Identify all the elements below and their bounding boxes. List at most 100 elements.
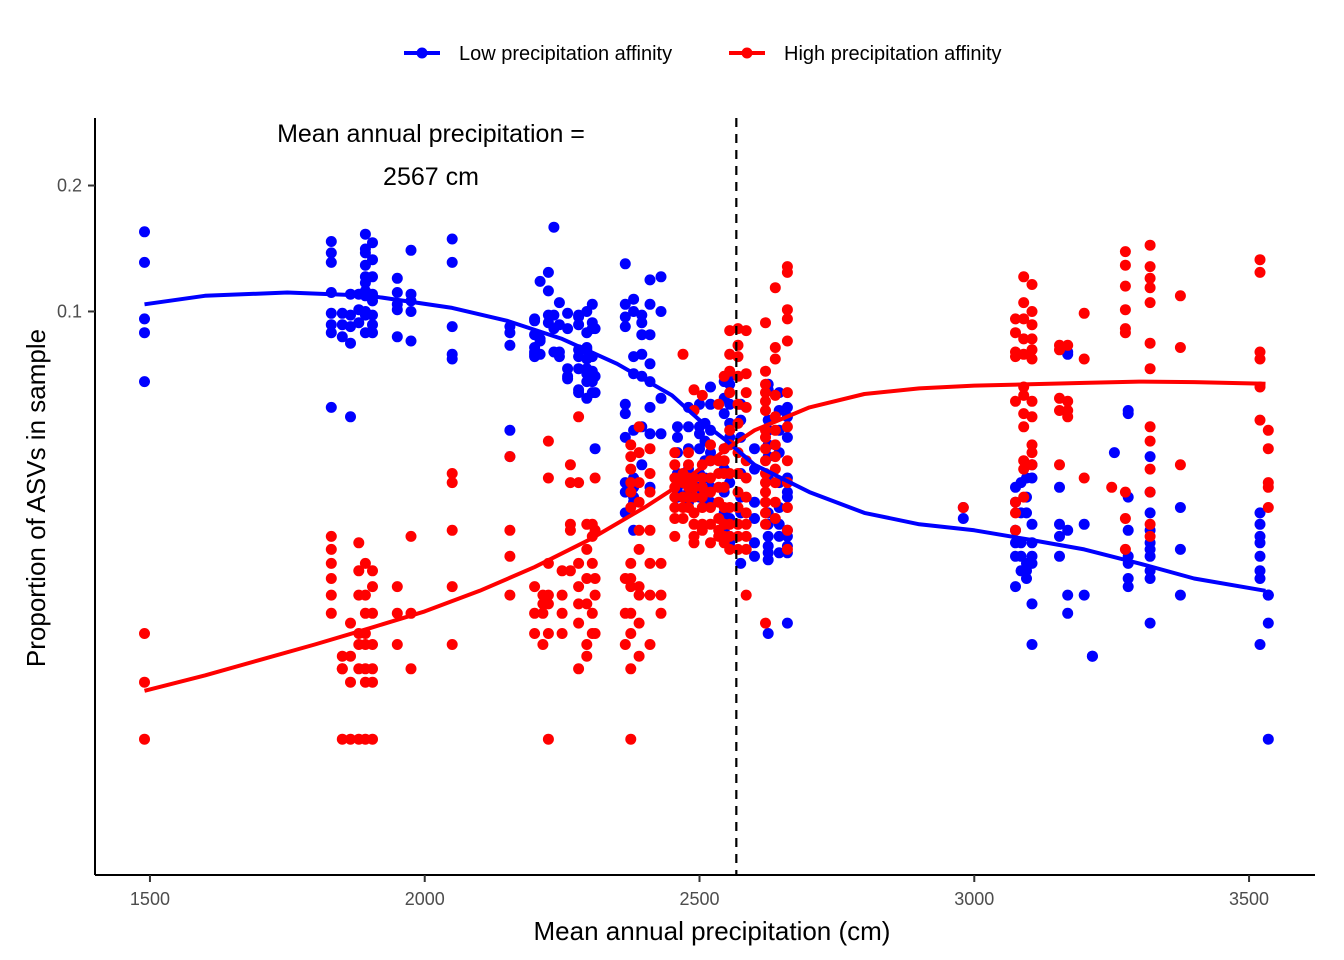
data-point — [586, 607, 598, 619]
data-point — [405, 335, 417, 347]
data-point — [345, 337, 356, 349]
data-point — [688, 481, 700, 493]
data-point — [683, 459, 694, 471]
data-point — [1144, 363, 1156, 375]
data-point — [762, 554, 774, 566]
data-point — [529, 607, 541, 619]
data-point — [1054, 530, 1065, 542]
data-point — [625, 573, 637, 584]
data-point — [732, 351, 744, 363]
data-point — [1054, 550, 1065, 562]
data-point — [325, 256, 337, 268]
data-point — [740, 543, 752, 555]
data-point — [139, 313, 150, 325]
data-point — [325, 530, 337, 542]
data-point — [1018, 313, 1030, 325]
data-point — [1018, 421, 1030, 433]
data-point — [1062, 348, 1074, 360]
data-point — [1026, 598, 1038, 610]
data-point — [564, 459, 576, 471]
data-point — [1144, 573, 1156, 584]
data-point — [446, 639, 458, 650]
data-point — [619, 398, 631, 410]
data-point — [581, 598, 593, 610]
data-point — [391, 304, 403, 316]
data-point — [1254, 639, 1266, 650]
data-point — [625, 663, 637, 675]
annotation-line-1: Mean annual precipitation = — [277, 120, 585, 148]
data-point — [705, 439, 716, 451]
data-point — [405, 306, 417, 317]
data-point — [573, 557, 585, 569]
data-point — [760, 405, 771, 416]
data-point — [724, 424, 736, 436]
data-point — [367, 237, 378, 249]
axes — [94, 118, 1315, 876]
data-point — [781, 335, 793, 347]
data-point — [1026, 518, 1038, 530]
data-point — [781, 543, 793, 555]
data-point — [762, 530, 774, 542]
data-point — [1026, 472, 1038, 484]
data-point — [696, 491, 708, 503]
data-point — [1254, 573, 1266, 584]
data-point — [1021, 573, 1032, 584]
data-point — [696, 524, 708, 536]
data-point — [688, 507, 700, 519]
data-point — [1122, 581, 1134, 593]
y-axis-ticks: 0.2 0.1 — [57, 176, 95, 321]
data-point — [625, 628, 637, 639]
data-point — [1254, 353, 1266, 365]
data-point — [718, 455, 730, 467]
data-point — [1119, 486, 1131, 498]
data-point — [760, 477, 771, 489]
data-point — [677, 348, 689, 360]
x-axis-ticks: 1500 2000 2500 3000 3500 — [130, 875, 1269, 909]
data-point — [633, 421, 645, 433]
data-point — [367, 607, 378, 619]
data-point — [1026, 319, 1038, 331]
data-point — [760, 378, 771, 390]
x-tick-label: 3500 — [1229, 889, 1269, 909]
data-point — [705, 537, 716, 549]
data-point — [1086, 650, 1098, 662]
data-point — [1144, 507, 1156, 519]
data-point — [683, 447, 694, 459]
data-point — [773, 530, 785, 542]
data-point — [644, 557, 656, 569]
data-point — [705, 518, 716, 530]
data-point — [589, 628, 601, 639]
data-point — [589, 589, 601, 601]
data-point — [391, 581, 403, 593]
data-point — [781, 387, 793, 399]
data-point — [625, 486, 637, 498]
data-point — [325, 247, 337, 259]
data-point — [1108, 447, 1120, 459]
data-point — [1026, 279, 1038, 290]
data-point — [504, 550, 516, 562]
data-point — [504, 424, 516, 436]
data-point — [718, 481, 730, 493]
data-point — [769, 389, 781, 401]
data-point — [749, 513, 760, 524]
data-point — [619, 258, 631, 270]
data-point — [1262, 589, 1274, 601]
data-point — [446, 524, 458, 536]
data-point — [769, 282, 781, 294]
data-point — [1026, 344, 1038, 356]
data-point — [504, 339, 516, 351]
data-point — [1144, 297, 1156, 309]
data-point — [760, 496, 771, 508]
data-point — [625, 557, 637, 569]
legend-item-1: Low precipitation affinity — [404, 43, 672, 65]
data-point — [1054, 459, 1065, 471]
data-point — [139, 376, 150, 388]
data-point — [636, 317, 648, 329]
data-point — [669, 513, 681, 524]
data-point — [529, 581, 541, 593]
annotation-line-2: 2567 cm — [383, 163, 479, 191]
data-point — [553, 297, 565, 309]
data-point — [644, 468, 656, 479]
data-point — [669, 447, 681, 459]
data-point — [367, 639, 378, 650]
